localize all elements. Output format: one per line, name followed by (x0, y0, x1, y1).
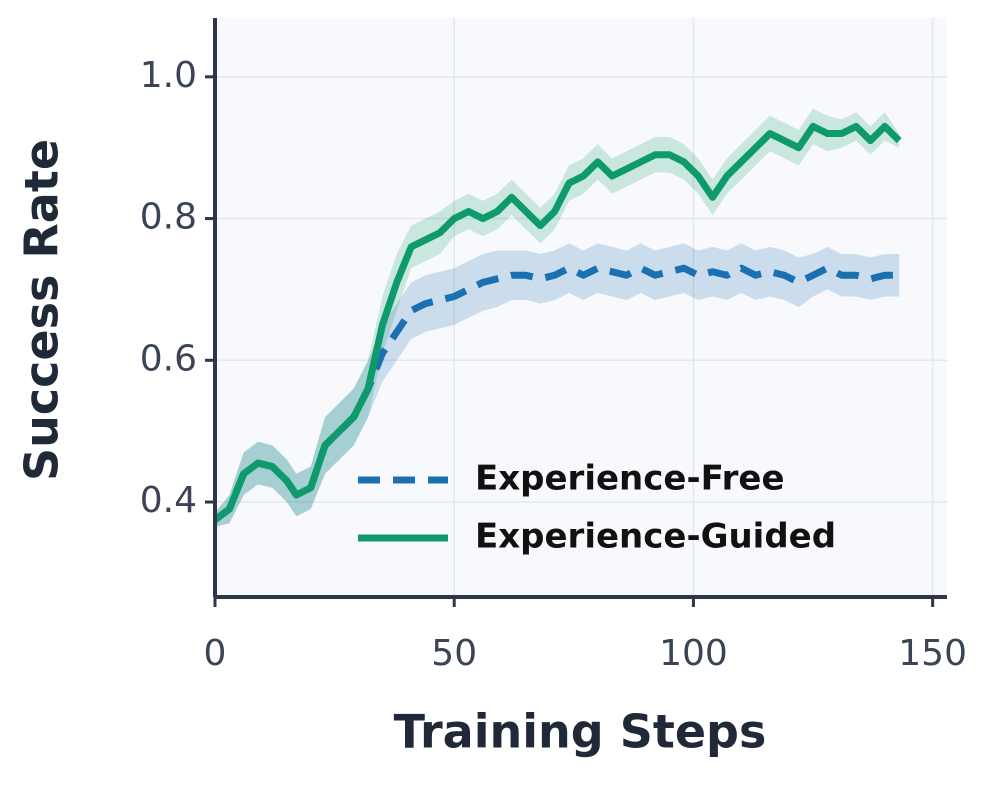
y-tick-label: 0.8 (140, 197, 197, 238)
y-tick-label: 0.6 (140, 338, 197, 379)
legend-label: Experience-Guided (475, 517, 836, 557)
x-tick-label: 150 (898, 633, 967, 674)
plot-area (215, 18, 947, 597)
x-axis-label: Training Steps (394, 705, 767, 759)
series-line (212, 122, 902, 523)
y-tick-label: 0.4 (140, 480, 197, 521)
y-axis-label: Success Rate (15, 139, 69, 481)
legend-label: Experience-Free (475, 459, 785, 499)
x-tick-label: 0 (204, 633, 227, 674)
x-tick-label: 50 (431, 633, 477, 674)
error-band (215, 243, 900, 527)
y-tick-label: 1.0 (140, 55, 197, 96)
x-tick-label: 100 (659, 633, 728, 674)
error-band (215, 108, 900, 527)
